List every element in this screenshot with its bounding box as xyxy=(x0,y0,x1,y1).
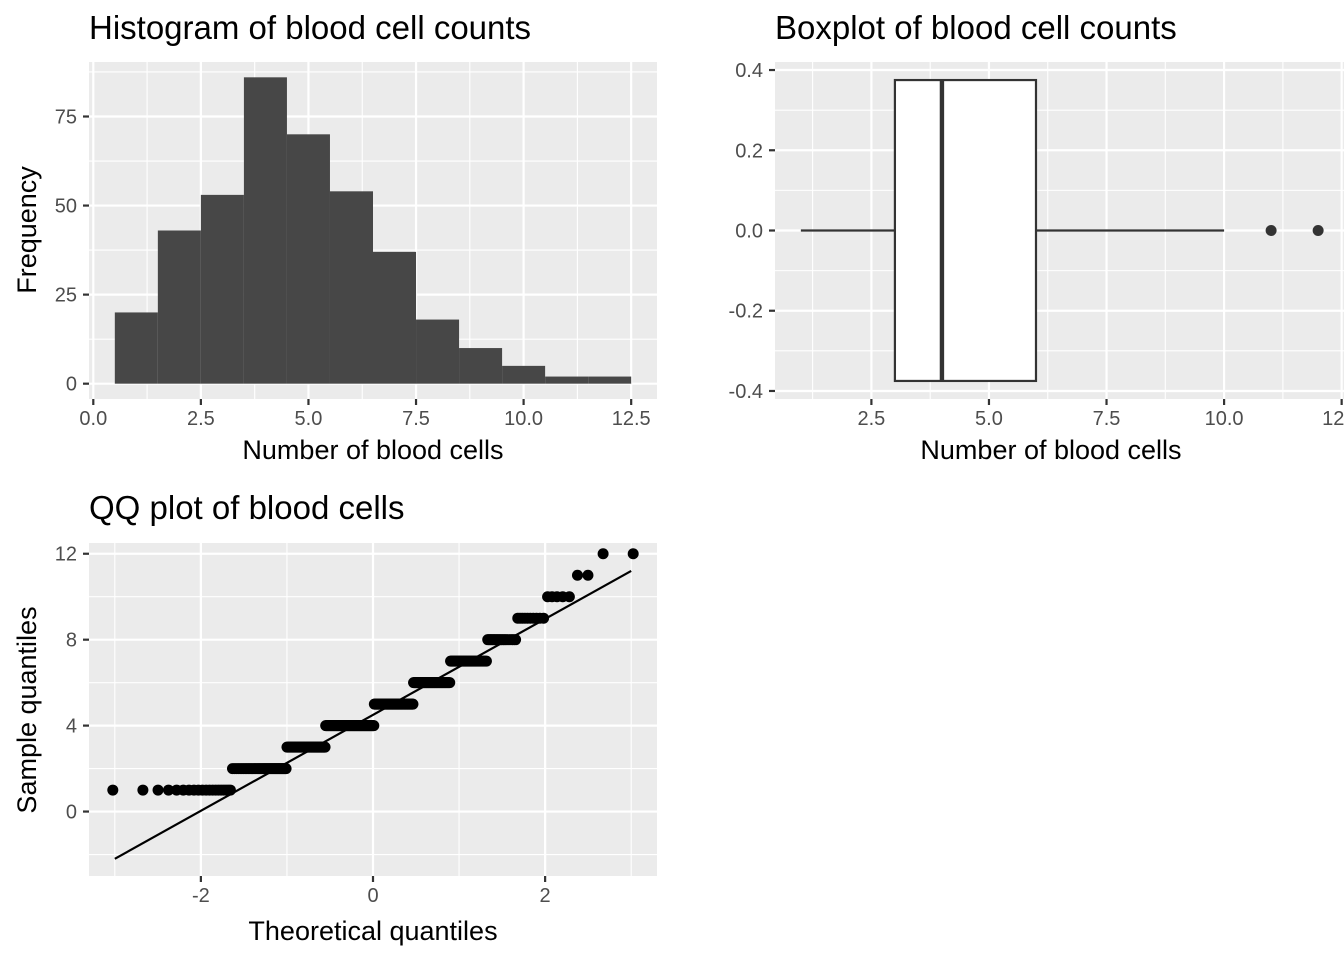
x-tick-label: 10.0 xyxy=(1205,408,1244,430)
x-tick-label: 5.0 xyxy=(295,408,323,430)
qq-point xyxy=(571,569,583,581)
y-tick-label: 0 xyxy=(66,374,77,396)
boxplot-box xyxy=(893,78,1038,383)
qq-point xyxy=(582,569,594,581)
qq-point xyxy=(107,784,119,796)
x-tick-label: 12.5 xyxy=(1322,408,1344,430)
qq-point xyxy=(597,548,609,560)
histogram-bar xyxy=(286,134,330,384)
y-tick-label: 0.2 xyxy=(735,140,763,162)
y-tick-label: 0.0 xyxy=(735,221,763,243)
qq-point xyxy=(480,655,492,667)
boxplot-chart: Boxplot of blood cell counts 2.5 5.0 7.5 10… xyxy=(729,9,1344,465)
y-tick-label: 4 xyxy=(66,716,77,738)
x-tick-label: -2 xyxy=(192,885,210,907)
qq-point xyxy=(407,698,419,710)
y-tick-label: 50 xyxy=(55,196,77,218)
qq-plot-x-axis-title: Theoretical quantiles xyxy=(248,916,497,946)
qq-plot-y-axis-title: Sample quantiles xyxy=(12,606,42,813)
boxplot-outlier xyxy=(1265,225,1277,236)
x-tick-label: 10.0 xyxy=(504,408,543,430)
y-tick-label: 0 xyxy=(66,802,77,824)
x-tick-label: 2.5 xyxy=(857,408,885,430)
x-tick-label: 7.5 xyxy=(1093,408,1121,430)
histogram-x-axis-title: Number of blood cells xyxy=(242,435,503,465)
histogram-bar xyxy=(157,230,201,384)
histogram-chart: Histogram of blood cell counts 0.0 2.5 5.0… xyxy=(12,9,657,465)
qq-point xyxy=(563,591,575,603)
y-tick-label: 0.4 xyxy=(735,60,763,82)
y-tick-label: 25 xyxy=(55,285,77,307)
x-tick-label: 2 xyxy=(540,885,551,907)
y-tick-label: -0.2 xyxy=(729,301,763,323)
histogram-bar xyxy=(114,312,158,384)
histogram-bars xyxy=(114,77,632,384)
qq-point xyxy=(444,677,456,689)
x-tick-label: 0 xyxy=(367,885,378,907)
histogram-bar xyxy=(243,77,287,384)
histogram-bar xyxy=(416,319,460,384)
qq-plot-marks xyxy=(107,548,639,860)
x-tick-label: 7.5 xyxy=(402,408,430,430)
histogram-bar xyxy=(200,194,244,384)
histogram-bar xyxy=(329,191,373,384)
qq-point xyxy=(368,720,380,732)
boxplot-marks xyxy=(800,78,1324,383)
boxplot-axes: 2.5 5.0 7.5 10.0 12.5 -0.4 -0.2 0.0 0.2 0.4 xyxy=(729,60,1344,430)
y-tick-label: 8 xyxy=(66,630,77,652)
histogram-y-axis-title: Frequency xyxy=(12,166,42,294)
y-tick-label: -0.4 xyxy=(729,381,763,403)
qq-plot-chart: QQ plot of blood cells -2 0 2 0 4 8 12 Theoret… xyxy=(12,489,657,946)
histogram-bar xyxy=(588,376,632,384)
x-tick-label: 12.5 xyxy=(612,408,651,430)
boxplot-title: Boxplot of blood cell counts xyxy=(775,9,1177,46)
y-tick-label: 12 xyxy=(55,544,77,566)
x-tick-label: 2.5 xyxy=(187,408,215,430)
histogram-bar xyxy=(459,348,503,384)
boxplot-outlier xyxy=(1312,225,1324,236)
qq-plot-axes: -2 0 2 0 4 8 12 xyxy=(55,544,551,907)
qq-point xyxy=(627,548,639,560)
boxplot-x-axis-title: Number of blood cells xyxy=(920,435,1181,465)
y-tick-label: 75 xyxy=(55,107,77,129)
qq-point xyxy=(152,784,164,796)
qq-plot-title: QQ plot of blood cells xyxy=(89,489,405,526)
histogram-axes: 0.0 2.5 5.0 7.5 10.0 12.5 0 25 50 75 xyxy=(55,107,651,430)
histogram-bar xyxy=(502,365,546,384)
histogram-title: Histogram of blood cell counts xyxy=(89,9,531,46)
x-tick-label: 0.0 xyxy=(79,408,107,430)
qq-point xyxy=(163,784,175,796)
qq-point xyxy=(137,784,149,796)
histogram-bar xyxy=(545,376,589,384)
x-tick-label: 5.0 xyxy=(975,408,1003,430)
qq-reference-line xyxy=(114,569,632,860)
histogram-bar xyxy=(373,251,417,384)
